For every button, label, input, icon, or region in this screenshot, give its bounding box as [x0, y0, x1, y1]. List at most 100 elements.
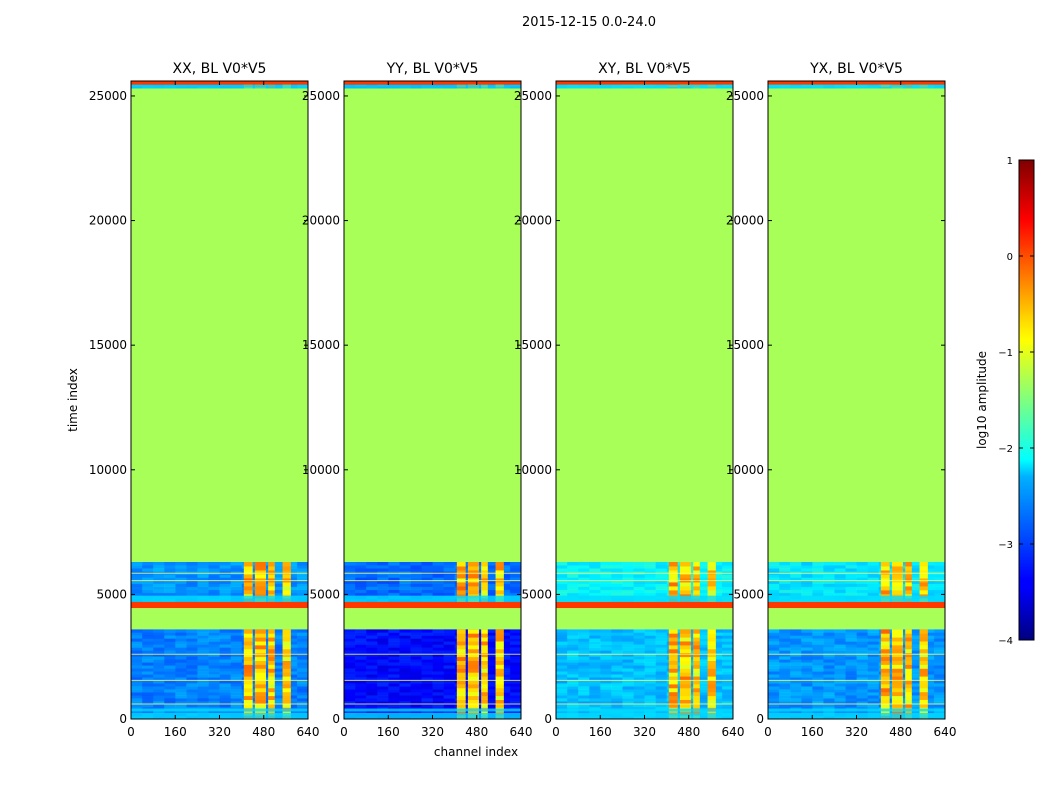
rfi-channel-cell — [880, 644, 890, 650]
texture-cell — [219, 635, 232, 639]
texture-cell — [812, 647, 824, 651]
texture-cell — [421, 632, 433, 636]
texture-cell — [197, 710, 209, 714]
texture-cell — [208, 671, 220, 675]
texture-cell — [779, 565, 791, 569]
texture-cell — [812, 698, 824, 702]
texture-cell — [175, 668, 187, 672]
texture-cell — [922, 683, 935, 687]
texture-cell — [556, 561, 568, 566]
rfi-channel-cell — [668, 672, 678, 677]
texture-cell — [856, 662, 869, 666]
texture-cell — [296, 662, 308, 666]
rfi-channel-cell — [880, 672, 890, 677]
texture-cell — [498, 674, 511, 678]
texture-cell — [644, 701, 657, 705]
rfi-channel-cell — [905, 691, 912, 697]
texture-cell — [834, 592, 846, 597]
rfi-channel-cell — [707, 585, 716, 591]
rfi-channel-cell — [467, 703, 479, 708]
texture-cell — [443, 710, 456, 714]
texture-cell — [296, 644, 308, 648]
texture-cell — [801, 580, 813, 584]
texture-cell — [153, 656, 165, 660]
rfi-channel-cell — [282, 679, 291, 685]
x-tick-label: 320 — [633, 725, 656, 739]
texture-cell — [567, 668, 579, 672]
texture-cell — [644, 644, 657, 648]
texture-cell — [355, 653, 367, 657]
texture-cell — [355, 644, 367, 648]
texture-cell — [699, 589, 712, 594]
texture-cell — [801, 710, 813, 714]
texture-cell — [274, 632, 287, 636]
texture-cell — [219, 577, 232, 581]
texture-cell — [410, 695, 422, 699]
texture-cell — [509, 686, 521, 690]
texture-cell — [377, 680, 389, 684]
texture-cell — [845, 650, 857, 654]
texture-cell — [699, 629, 712, 633]
texture-cell — [567, 704, 579, 708]
texture-cell — [296, 692, 308, 696]
texture-cell — [388, 683, 400, 687]
texture-cell — [699, 586, 712, 591]
texture-cell — [812, 704, 824, 708]
texture-cell — [655, 683, 668, 687]
texture-cell — [655, 689, 668, 693]
texture-cell — [399, 638, 411, 642]
texture-cell — [186, 586, 198, 591]
texture-cell — [578, 662, 590, 666]
texture-cell — [611, 665, 623, 669]
rfi-channel-cell — [467, 668, 479, 673]
texture-cell — [366, 586, 378, 591]
texture-cell — [366, 683, 378, 687]
texture-cell — [556, 589, 568, 594]
texture-cell — [768, 659, 780, 663]
texture-cell — [801, 683, 813, 687]
texture-cell — [768, 701, 780, 705]
texture-cell — [344, 586, 356, 591]
x-tick-label: 320 — [421, 725, 444, 739]
texture-cell — [399, 698, 411, 702]
texture-cell — [186, 565, 198, 569]
x-tick-label: 160 — [164, 725, 187, 739]
texture-cell — [399, 574, 411, 578]
texture-cell — [644, 577, 657, 581]
texture-cell — [142, 653, 154, 657]
texture-cell — [344, 674, 356, 678]
texture-cell — [432, 577, 445, 581]
texture-cell — [834, 632, 846, 636]
texture-cell — [498, 668, 511, 672]
texture-cell — [834, 650, 846, 654]
texture-cell — [274, 592, 287, 597]
texture-cell — [285, 701, 298, 705]
texture-cell — [164, 659, 176, 663]
rfi-channel-cell — [679, 687, 691, 693]
texture-cell — [230, 574, 243, 578]
texture-cell — [922, 568, 935, 572]
texture-cell — [644, 659, 657, 663]
texture-cell — [498, 644, 511, 648]
texture-cell — [812, 565, 824, 569]
texture-cell — [911, 580, 924, 584]
y-tick-label: 20000 — [89, 214, 127, 228]
texture-cell — [208, 647, 220, 651]
texture-cell — [567, 662, 579, 666]
rfi-channel-cell — [481, 637, 488, 642]
texture-cell — [790, 710, 802, 714]
texture-cell — [509, 698, 521, 702]
texture-cell — [556, 701, 568, 705]
rfi-channel-cell — [467, 691, 479, 697]
texture-cell — [856, 638, 869, 642]
rfi-channel-cell — [668, 676, 678, 681]
rfi-channel-cell — [668, 585, 678, 591]
texture-cell — [344, 650, 356, 654]
texture-cell — [867, 686, 880, 690]
texture-cell — [578, 692, 590, 696]
texture-cell — [644, 574, 657, 578]
texture-cell — [721, 662, 733, 666]
texture-cell — [443, 647, 456, 651]
x-tick-label: 320 — [208, 725, 231, 739]
rfi-channel-cell — [456, 561, 466, 567]
